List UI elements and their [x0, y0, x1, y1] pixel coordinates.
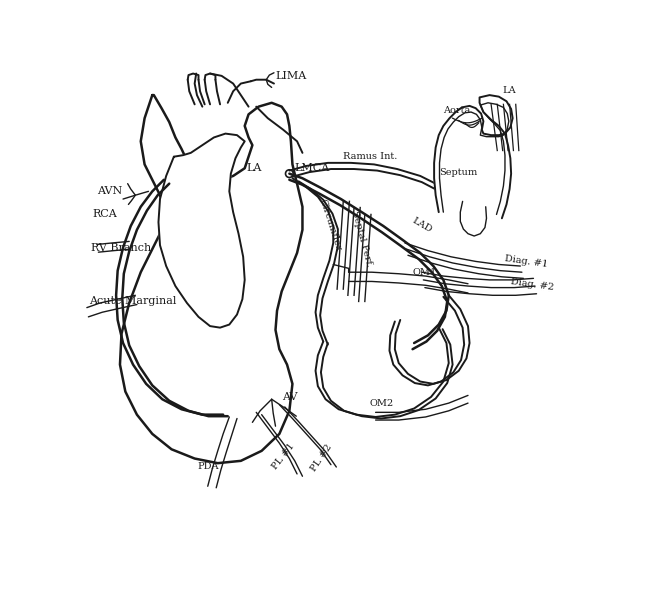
Text: Circumflex: Circumflex	[318, 197, 343, 252]
Text: AV: AV	[282, 392, 297, 402]
Text: OM1: OM1	[413, 268, 437, 277]
Text: OM2: OM2	[369, 398, 394, 407]
Text: RV Branch: RV Branch	[90, 242, 151, 253]
Text: Diag. #1: Diag. #1	[505, 254, 549, 269]
Text: LIMA: LIMA	[275, 71, 307, 81]
Text: Septum: Septum	[439, 167, 477, 176]
Text: Ramus Int.: Ramus Int.	[343, 152, 398, 161]
Polygon shape	[120, 95, 303, 463]
Text: LA: LA	[246, 163, 262, 173]
Text: Aorta: Aorta	[443, 106, 471, 115]
Text: LA: LA	[503, 86, 516, 95]
Text: AVN: AVN	[97, 187, 122, 196]
Text: PL #1: PL #1	[270, 442, 296, 472]
Text: LAD: LAD	[410, 216, 434, 235]
Text: PL #2: PL #2	[309, 443, 333, 473]
Text: PDA: PDA	[197, 462, 219, 471]
Text: RCA: RCA	[92, 209, 117, 220]
Text: Septal Perf.: Septal Perf.	[350, 209, 373, 268]
Text: Acute Marginal: Acute Marginal	[89, 296, 176, 307]
Polygon shape	[158, 134, 245, 328]
Polygon shape	[434, 95, 512, 218]
Text: LMCA: LMCA	[295, 163, 330, 173]
Text: Diag. #2: Diag. #2	[510, 277, 555, 292]
